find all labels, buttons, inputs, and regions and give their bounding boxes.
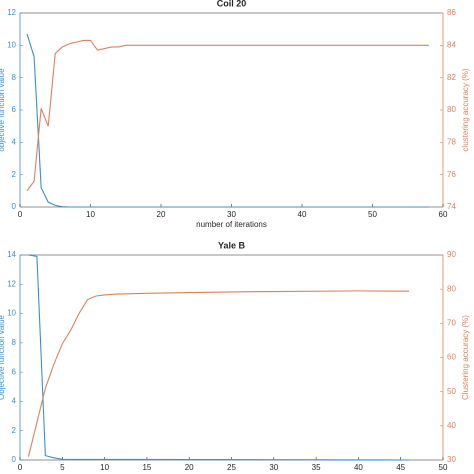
y2-tick-label: 82 — [447, 73, 456, 82]
y-tick-label: 4 — [12, 137, 17, 146]
x-tick-label: 0 — [18, 210, 23, 219]
x-tick-label: 5 — [60, 463, 65, 472]
y-tick-label: 14 — [7, 250, 16, 259]
x-tick-label: 50 — [439, 463, 448, 472]
y-axis-label: objective function value — [0, 68, 6, 152]
x-tick-label: 10 — [100, 463, 109, 472]
y-tick-label: 6 — [12, 105, 17, 114]
chart-title: Yale B — [218, 240, 246, 250]
y-tick-label: 10 — [7, 309, 16, 318]
y2-tick-label: 70 — [447, 318, 456, 327]
y2-tick-label: 78 — [447, 137, 456, 146]
y-tick-label: 0 — [12, 455, 17, 464]
y-axis-label: Objective function value — [0, 314, 6, 399]
x-tick-label: 40 — [354, 463, 363, 472]
y-tick-label: 2 — [12, 170, 17, 179]
y2-axis-label: clustering accuracy (%) — [461, 68, 470, 151]
x-tick-label: 20 — [157, 210, 166, 219]
y-tick-label: 12 — [7, 279, 16, 288]
x-tick-label: 45 — [396, 463, 405, 472]
x-tick-label: 50 — [368, 210, 377, 219]
y-tick-label: 2 — [12, 426, 17, 435]
y-tick-label: 8 — [12, 338, 17, 347]
y2-tick-label: 60 — [447, 353, 456, 362]
y-tick-label: 6 — [12, 367, 17, 376]
y2-tick-label: 86 — [447, 8, 456, 17]
series-line — [28, 254, 410, 461]
y-tick-label: 4 — [12, 397, 17, 406]
y2-tick-label: 84 — [447, 40, 456, 49]
x-tick-label: 0 — [18, 463, 23, 472]
x-tick-label: 25 — [227, 463, 236, 472]
y-tick-label: 12 — [7, 8, 16, 17]
y-tick-label: 0 — [12, 202, 17, 211]
y2-tick-label: 30 — [447, 455, 456, 464]
x-tick-label: 40 — [298, 210, 307, 219]
y-tick-label: 10 — [7, 40, 16, 49]
y2-tick-label: 76 — [447, 170, 456, 179]
y2-tick-label: 80 — [447, 105, 456, 114]
x-tick-label: 15 — [142, 463, 151, 472]
x-tick-label: 60 — [439, 210, 448, 219]
series-line — [26, 39, 429, 192]
y-tick-label: 8 — [12, 73, 17, 82]
y2-tick-label: 50 — [447, 387, 456, 396]
x-tick-label: 10 — [86, 210, 95, 219]
y2-axis-label: Clustering accuracy (%) — [461, 315, 470, 400]
x-tick-label: 20 — [185, 463, 194, 472]
x-tick-label: 30 — [227, 210, 236, 219]
y2-tick-label: 90 — [447, 250, 456, 259]
series-line — [26, 33, 429, 208]
series-line — [27, 290, 410, 457]
y2-tick-label: 74 — [447, 202, 456, 211]
x-tick-label: 30 — [269, 463, 278, 472]
y2-tick-label: 80 — [447, 284, 456, 293]
x-tick-label: 35 — [312, 463, 321, 472]
y2-tick-label: 40 — [447, 421, 456, 430]
chart-title: Coil 20 — [217, 0, 247, 8]
x-axis-label: number of iterations — [196, 220, 267, 229]
